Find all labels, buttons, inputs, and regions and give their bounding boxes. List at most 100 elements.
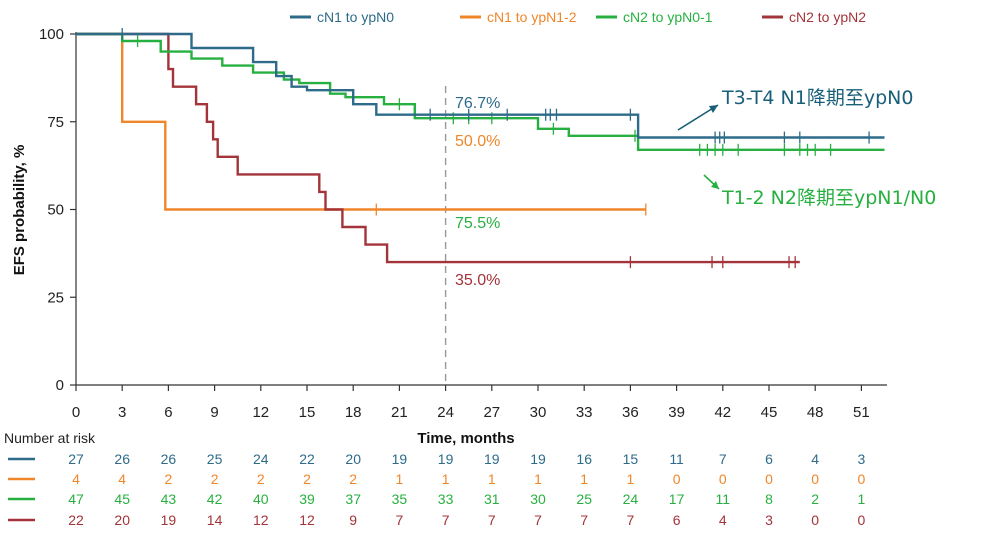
- risk-value: 39: [299, 491, 315, 507]
- risk-value: 33: [438, 491, 454, 507]
- x-tick-label: 21: [391, 404, 408, 421]
- survival-annotation: 50.0%: [455, 133, 500, 150]
- risk-value: 1: [442, 471, 450, 487]
- risk-value: 4: [118, 471, 126, 487]
- risk-value: 1: [534, 471, 542, 487]
- km-curve-line: [76, 32, 800, 264]
- x-tick-label: 27: [483, 404, 500, 421]
- risk-value: 2: [349, 471, 357, 487]
- risk-value: 7: [534, 512, 542, 528]
- risk-row: 47 45 43 42 40 39 37 35 33 31 30 25 24 17 11 8 2 1: [8, 491, 866, 507]
- risk-value: 7: [488, 512, 496, 528]
- km-curve-line: [76, 32, 646, 211]
- risk-value: 45: [114, 491, 130, 507]
- risk-value: 4: [719, 512, 727, 528]
- callout-label: T3-T4 N1降期至ypN0: [721, 87, 913, 109]
- risk-value: 4: [72, 471, 80, 487]
- x-tick-label: 48: [807, 404, 824, 421]
- risk-value: 19: [530, 451, 546, 467]
- callouts: T3-T4 N1降期至ypN0 T1-2 N2降期至ypN1/N0: [677, 87, 936, 209]
- km-series: [76, 28, 885, 144]
- survival-annotation: 76.7%: [455, 95, 500, 112]
- risk-value: 35: [392, 491, 408, 507]
- y-tick-label: 0: [56, 377, 64, 394]
- callout-label: T1-2 N2降期至ypN1/N0: [721, 187, 936, 209]
- risk-value: 24: [253, 451, 269, 467]
- risk-value: 1: [858, 491, 866, 507]
- risk-value: 12: [253, 512, 269, 528]
- km-series: [76, 32, 647, 216]
- legend-label: cN1 to ypN0: [317, 9, 394, 25]
- risk-value: 7: [396, 512, 404, 528]
- risk-value: 12: [299, 512, 315, 528]
- risk-value: 0: [811, 471, 819, 487]
- risk-value: 40: [253, 491, 269, 507]
- risk-value: 2: [303, 471, 311, 487]
- risk-value: 0: [673, 471, 681, 487]
- risk-value: 7: [580, 512, 588, 528]
- risk-value: 22: [299, 451, 315, 467]
- survival-annotation: 35.0%: [455, 272, 500, 289]
- x-tick-label: 36: [622, 404, 639, 421]
- risk-value: 0: [765, 471, 773, 487]
- risk-value: 1: [396, 471, 404, 487]
- risk-value: 31: [484, 491, 500, 507]
- risk-value: 22: [68, 512, 84, 528]
- risk-value: 3: [765, 512, 773, 528]
- risk-value: 8: [765, 491, 773, 507]
- risk-value: 24: [623, 491, 639, 507]
- legend-label: cN1 to ypN1-2: [487, 9, 577, 25]
- risk-value: 14: [207, 512, 223, 528]
- risk-value: 2: [811, 491, 819, 507]
- risk-value: 19: [438, 451, 454, 467]
- y-tick-label: 25: [47, 289, 64, 306]
- legend-label: cN2 to ypN0-1: [623, 9, 713, 25]
- risk-value: 16: [576, 451, 592, 467]
- risk-value: 7: [719, 451, 727, 467]
- risk-value: 37: [345, 491, 361, 507]
- x-tick-label: 15: [299, 404, 316, 421]
- x-tick-label: 39: [668, 404, 685, 421]
- x-tick-label: 12: [252, 404, 269, 421]
- y-tick-label: 75: [47, 114, 64, 131]
- risk-value: 30: [530, 491, 546, 507]
- risk-value: 25: [207, 451, 223, 467]
- x-tick-label: 30: [530, 404, 547, 421]
- legend: cN1 to ypN0 cN1 to ypN1-2 cN2 to ypN0-1 cN2…: [290, 9, 866, 25]
- legend-label: cN2 to ypN2: [789, 9, 866, 25]
- risk-value: 11: [669, 451, 684, 467]
- risk-value: 19: [484, 451, 500, 467]
- risk-value: 1: [580, 471, 588, 487]
- y-tick-label: 50: [47, 202, 64, 219]
- x-tick-label: 3: [118, 404, 126, 421]
- x-tick-label: 24: [437, 404, 454, 421]
- callout-arrow-head: [709, 105, 718, 113]
- km-curve-line: [76, 32, 885, 139]
- risk-value: 17: [669, 491, 685, 507]
- survival-annotation: 75.5%: [455, 215, 500, 232]
- risk-row: 27 26 26 25 24 22 20 19 19 19 19 16 15 11 7 6 4 3: [8, 451, 866, 467]
- risk-value: 11: [716, 491, 731, 507]
- risk-row: 4 4 2 2 2 2 2 1 1 1 1 1 1 0 0 0 0 0: [8, 471, 866, 487]
- risk-value: 6: [765, 451, 773, 467]
- risk-value: 47: [68, 491, 84, 507]
- risk-value: 7: [442, 512, 450, 528]
- risk-value: 20: [345, 451, 361, 467]
- risk-row: 22 20 19 14 12 12 9 7 7 7 7 7 7 6 4 3 0 0: [8, 512, 866, 528]
- y-axis-title: EFS probability, %: [11, 145, 28, 276]
- risk-value: 2: [165, 471, 173, 487]
- risk-value: 26: [161, 451, 177, 467]
- x-tick-label: 45: [761, 404, 778, 421]
- risk-value: 6: [673, 512, 681, 528]
- risk-value: 2: [211, 471, 219, 487]
- risk-value: 43: [161, 491, 177, 507]
- x-tick-label: 9: [210, 404, 218, 421]
- risk-value: 1: [488, 471, 496, 487]
- risk-value: 9: [349, 512, 357, 528]
- km-curve-line: [76, 32, 885, 152]
- risk-value: 26: [114, 451, 130, 467]
- risk-table-title: Number at risk: [4, 430, 96, 446]
- risk-value: 0: [719, 471, 727, 487]
- callout-arrow-head: [711, 181, 719, 189]
